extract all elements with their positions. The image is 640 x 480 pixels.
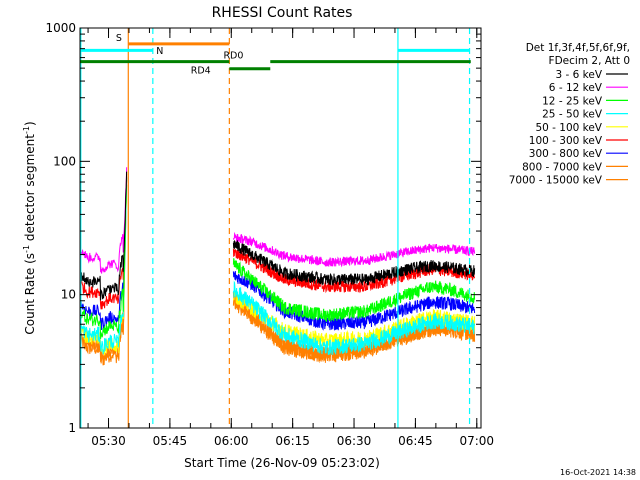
series-3-segment-2 <box>232 280 476 355</box>
legend-label-6: 300 - 800 keV <box>529 148 603 160</box>
legend-label-4: 50 - 100 keV <box>535 122 602 134</box>
y-tick-label-2: 100 <box>53 154 76 168</box>
chart-title: RHESSI Count Rates <box>212 5 353 21</box>
series-0-segment-1 <box>80 171 128 301</box>
series-0 <box>80 171 476 301</box>
series-2-segment-2 <box>232 258 476 322</box>
y-tick-label-0: 1 <box>68 421 76 435</box>
flag-label-1: N <box>156 46 163 57</box>
y-tick-label-3: 1000 <box>45 21 76 35</box>
series-1-segment-2 <box>232 231 476 268</box>
legend-label-8: 7000 - 15000 keV <box>509 175 603 187</box>
series-1 <box>80 167 476 274</box>
flag-label-4: RD4 <box>191 66 211 77</box>
series-1-segment-1 <box>80 167 128 274</box>
legend-label-7: 800 - 7000 keV <box>522 161 603 173</box>
x-tick-label-1: 05:45 <box>153 434 188 448</box>
plot-frame <box>79 27 482 429</box>
series-5-segment-1 <box>80 174 128 310</box>
x-tick-label-6: 07:00 <box>459 434 494 448</box>
x-axis-label: Start Time (26-Nov-09 05:23:02) <box>184 456 380 470</box>
legend-label-2: 12 - 25 keV <box>542 95 603 107</box>
x-axis: 05:30 05:45 06:00 06:15 06:30 06:45 07:00 <box>87 28 494 448</box>
x-tick-label-3: 06:15 <box>275 434 310 448</box>
legend-label-0: 3 - 6 keV <box>555 69 602 81</box>
x-tick-label-2: 06:00 <box>214 434 249 448</box>
legend-label-5: 100 - 300 keV <box>529 135 603 147</box>
x-tick-label-5: 06:45 <box>398 434 433 448</box>
plot-area: S N RD0 RD4 <box>80 28 476 428</box>
timestamp: 16-Oct-2021 14:38 <box>560 468 636 477</box>
series-3-segment-1 <box>80 178 128 355</box>
series-2-segment-1 <box>80 177 128 339</box>
legend-header-line-1: Det 1f,3f,4f,5f,6f,9f, <box>526 42 630 54</box>
flag-label-0: S <box>116 33 122 44</box>
legend-header-line-2: FDecim 2, Att 0 <box>549 55 630 67</box>
series-3 <box>80 178 476 355</box>
y-tick-label-1: 10 <box>61 288 76 302</box>
series-2 <box>80 177 476 339</box>
x-tick-label-0: 05:30 <box>91 434 126 448</box>
legend-label-1: 6 - 12 keV <box>549 82 603 94</box>
y-axis: 1 10 100 1000 <box>45 21 481 435</box>
y-axis-label: Count Rate (s-1 detector segment-1) <box>22 121 37 334</box>
x-tick-label-4: 06:30 <box>337 434 372 448</box>
series-0-segment-2 <box>232 239 476 286</box>
legend-label-3: 25 - 50 keV <box>542 109 603 121</box>
legend: Det 1f,3f,4f,5f,6f,9f, FDecim 2, Att 0 3… <box>509 42 630 187</box>
flag-label-3: RD0 <box>223 51 243 62</box>
